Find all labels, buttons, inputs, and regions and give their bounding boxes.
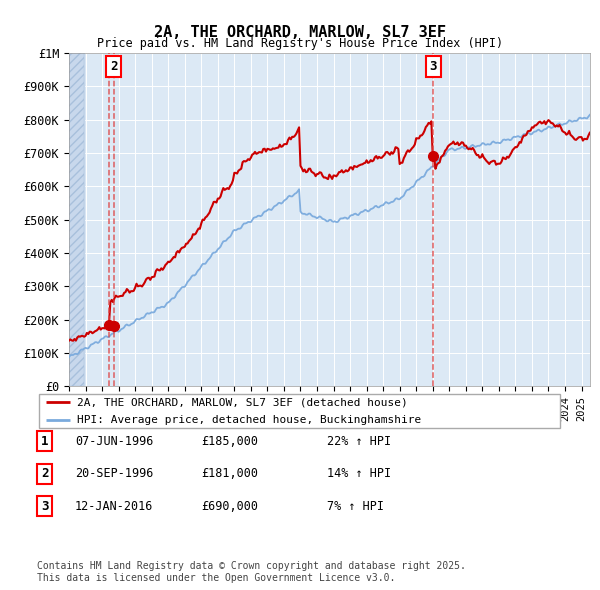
Text: 2: 2 xyxy=(110,60,118,73)
Text: 14% ↑ HPI: 14% ↑ HPI xyxy=(327,467,391,480)
Text: Contains HM Land Registry data © Crown copyright and database right 2025.
This d: Contains HM Land Registry data © Crown c… xyxy=(37,561,466,583)
Text: 2A, THE ORCHARD, MARLOW, SL7 3EF (detached house): 2A, THE ORCHARD, MARLOW, SL7 3EF (detach… xyxy=(77,397,408,407)
Text: 3: 3 xyxy=(430,60,437,73)
Bar xyxy=(69,53,84,386)
Text: £690,000: £690,000 xyxy=(201,500,258,513)
Text: 20-SEP-1996: 20-SEP-1996 xyxy=(75,467,154,480)
Text: 7% ↑ HPI: 7% ↑ HPI xyxy=(327,500,384,513)
Text: HPI: Average price, detached house, Buckinghamshire: HPI: Average price, detached house, Buck… xyxy=(77,415,421,425)
Text: 12-JAN-2016: 12-JAN-2016 xyxy=(75,500,154,513)
Text: Price paid vs. HM Land Registry's House Price Index (HPI): Price paid vs. HM Land Registry's House … xyxy=(97,37,503,50)
Text: £181,000: £181,000 xyxy=(201,467,258,480)
Text: 3: 3 xyxy=(41,500,49,513)
Text: £185,000: £185,000 xyxy=(201,435,258,448)
FancyBboxPatch shape xyxy=(38,394,560,428)
Bar xyxy=(69,53,84,386)
Text: 22% ↑ HPI: 22% ↑ HPI xyxy=(327,435,391,448)
Text: 2A, THE ORCHARD, MARLOW, SL7 3EF: 2A, THE ORCHARD, MARLOW, SL7 3EF xyxy=(154,25,446,40)
Text: 2: 2 xyxy=(41,467,49,480)
Text: 1: 1 xyxy=(41,435,49,448)
Text: 07-JUN-1996: 07-JUN-1996 xyxy=(75,435,154,448)
